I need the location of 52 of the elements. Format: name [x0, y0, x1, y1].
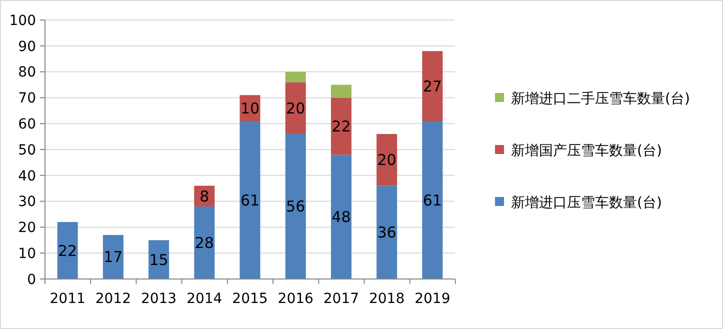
data-label: 20: [377, 151, 396, 170]
x-tick-label: 2014: [186, 291, 222, 307]
x-tick-label: 2019: [414, 291, 450, 307]
legend-label: 新增国产压雪车数量(台): [511, 142, 662, 159]
data-label: 36: [377, 224, 396, 242]
y-tick-label: 50: [18, 142, 36, 158]
data-label: 20: [286, 99, 306, 118]
x-tick-label: 2013: [140, 291, 177, 307]
data-label: 56: [286, 198, 306, 216]
y-tick-label: 70: [18, 90, 36, 107]
bar: [422, 121, 443, 279]
bar: [330, 154, 352, 279]
x-tick-label: 2015: [232, 291, 268, 307]
bar: [285, 134, 306, 279]
y-tick-label: 60: [18, 116, 36, 132]
data-label: 15: [149, 250, 168, 269]
bar: [194, 206, 215, 279]
x-tick-label: 2017: [323, 291, 360, 307]
y-tick-label: 0: [27, 272, 36, 288]
bar: [102, 234, 124, 279]
y-tick-label: 80: [18, 64, 36, 81]
y-tick-label: 100: [9, 12, 36, 29]
data-label: 28: [194, 234, 214, 252]
legend-label: 新增进口压雪车数量(台): [511, 194, 662, 211]
bar: [376, 186, 398, 279]
y-tick-label: 90: [18, 38, 36, 55]
x-tick-label: 2018: [369, 291, 405, 307]
data-label: 48: [332, 208, 351, 226]
bar: [285, 72, 306, 82]
x-tick-label: 2011: [50, 291, 86, 307]
bar: [57, 222, 78, 279]
bar: [330, 84, 352, 98]
bar: [376, 134, 398, 186]
y-tick-label: 10: [18, 246, 36, 262]
data-label: 61: [240, 191, 260, 210]
bar: [240, 121, 260, 279]
data-label: 22: [332, 117, 351, 136]
bar: [285, 82, 306, 134]
data-label: 61: [422, 191, 442, 210]
legend-label: 新增进口二手压雪车数量(台): [511, 90, 690, 107]
data-label: 27: [422, 77, 442, 96]
data-label: 17: [104, 248, 123, 266]
data-label: 22: [58, 242, 78, 260]
y-tick-label: 40: [18, 168, 36, 184]
data-label: 8: [200, 187, 210, 206]
data-label: 10: [240, 99, 260, 118]
bar: [422, 51, 443, 122]
x-tick-label: 2016: [278, 291, 314, 307]
x-tick-label: 2012: [95, 291, 131, 307]
bar: [330, 98, 352, 155]
y-tick-label: 30: [18, 194, 36, 210]
y-tick-label: 20: [18, 220, 36, 236]
